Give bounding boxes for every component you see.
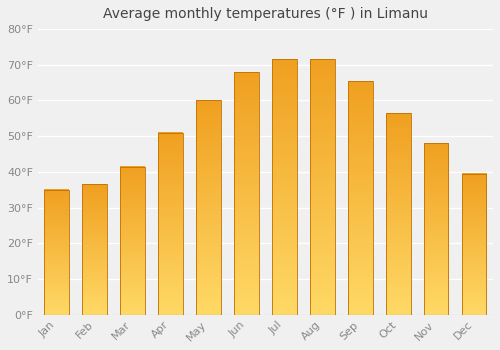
Bar xyxy=(158,133,183,315)
Bar xyxy=(272,60,296,315)
Bar xyxy=(348,81,372,315)
Bar xyxy=(44,190,69,315)
Bar xyxy=(82,184,107,315)
Bar xyxy=(386,113,410,315)
Bar xyxy=(234,72,259,315)
Bar xyxy=(120,167,145,315)
Bar xyxy=(424,144,448,315)
Bar xyxy=(462,174,486,315)
Bar xyxy=(310,60,334,315)
Title: Average monthly temperatures (°F ) in Limanu: Average monthly temperatures (°F ) in Li… xyxy=(103,7,428,21)
Bar xyxy=(196,100,221,315)
